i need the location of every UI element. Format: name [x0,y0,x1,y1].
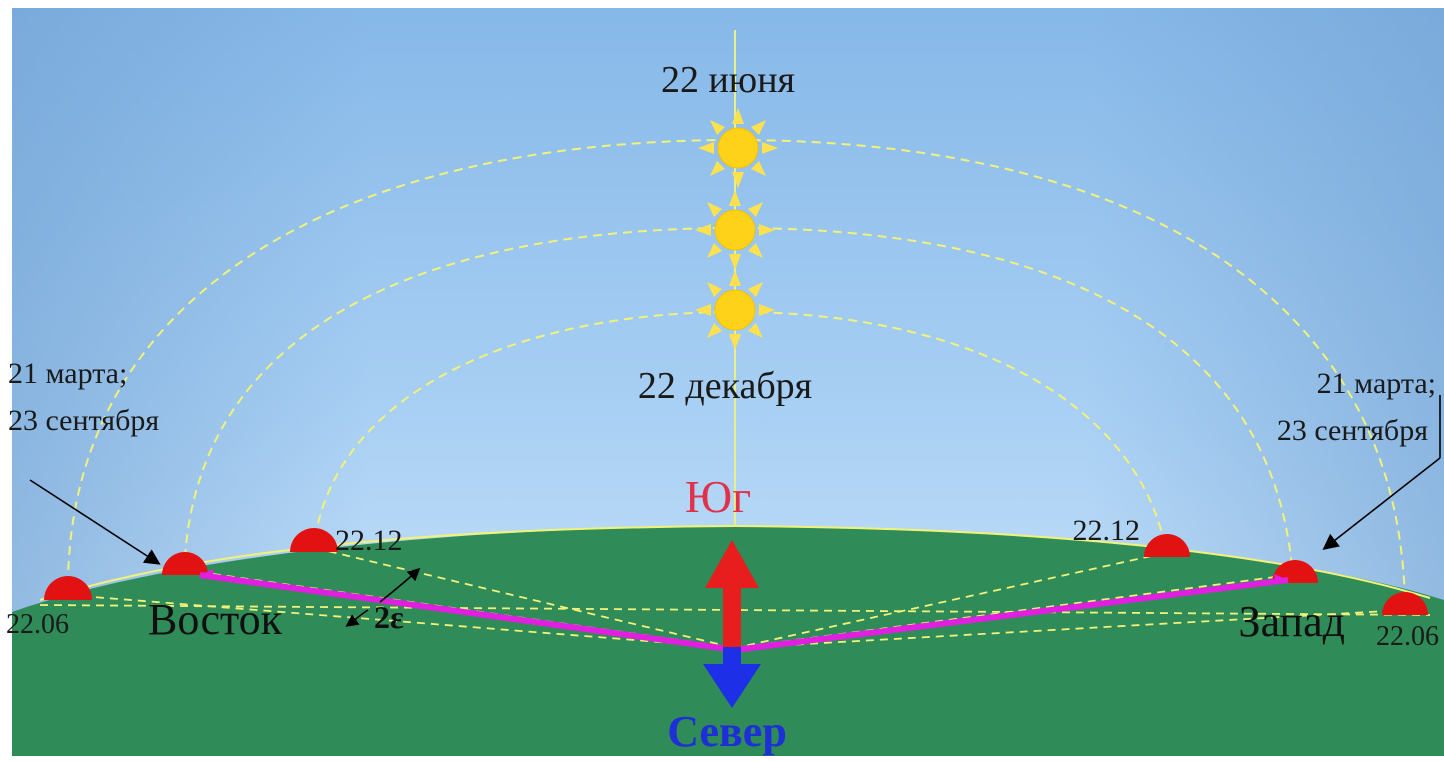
sun-equinox [695,190,775,270]
sun-june [698,108,778,188]
label-equinox-right-1: 21 марта; [1317,367,1436,400]
label-dec-right: 22.12 [1073,514,1141,547]
sun-path-june [67,138,1406,606]
label-east: Восток [148,595,283,644]
label-jun-left: 22.06 [6,609,69,640]
north-arrow [703,647,761,708]
label-june: 22 июня [661,59,795,101]
equinox-left-pointer [29,479,161,565]
rising-sun-june [44,576,92,600]
label-equinox-left-1: 21 марта; [8,357,127,390]
setting-sun-december [1144,534,1190,557]
rising-sun-december [290,528,338,552]
label-equinox-left-2: 23 сентября [8,404,159,437]
south-arrow [705,540,759,647]
horizon-suns [44,528,1428,615]
label-epsilon: 2ε [374,599,404,635]
label-equinox-right-2: 23 сентября [1277,414,1428,447]
label-west: Запад [1239,597,1345,646]
setting-sun-june [1382,592,1428,615]
epsilon-arc [345,567,421,627]
label-south: Юг [685,471,751,522]
label-december: 22 декабря [638,365,812,407]
rising-sun-equinox [162,552,208,575]
equinox-right-pointer [1322,457,1441,550]
sun-december [695,270,775,350]
label-north: Север [667,707,787,756]
label-jun-right: 22.06 [1376,621,1439,652]
setting-sun-equinox [1272,560,1318,583]
label-dec-left: 22.12 [335,524,403,557]
